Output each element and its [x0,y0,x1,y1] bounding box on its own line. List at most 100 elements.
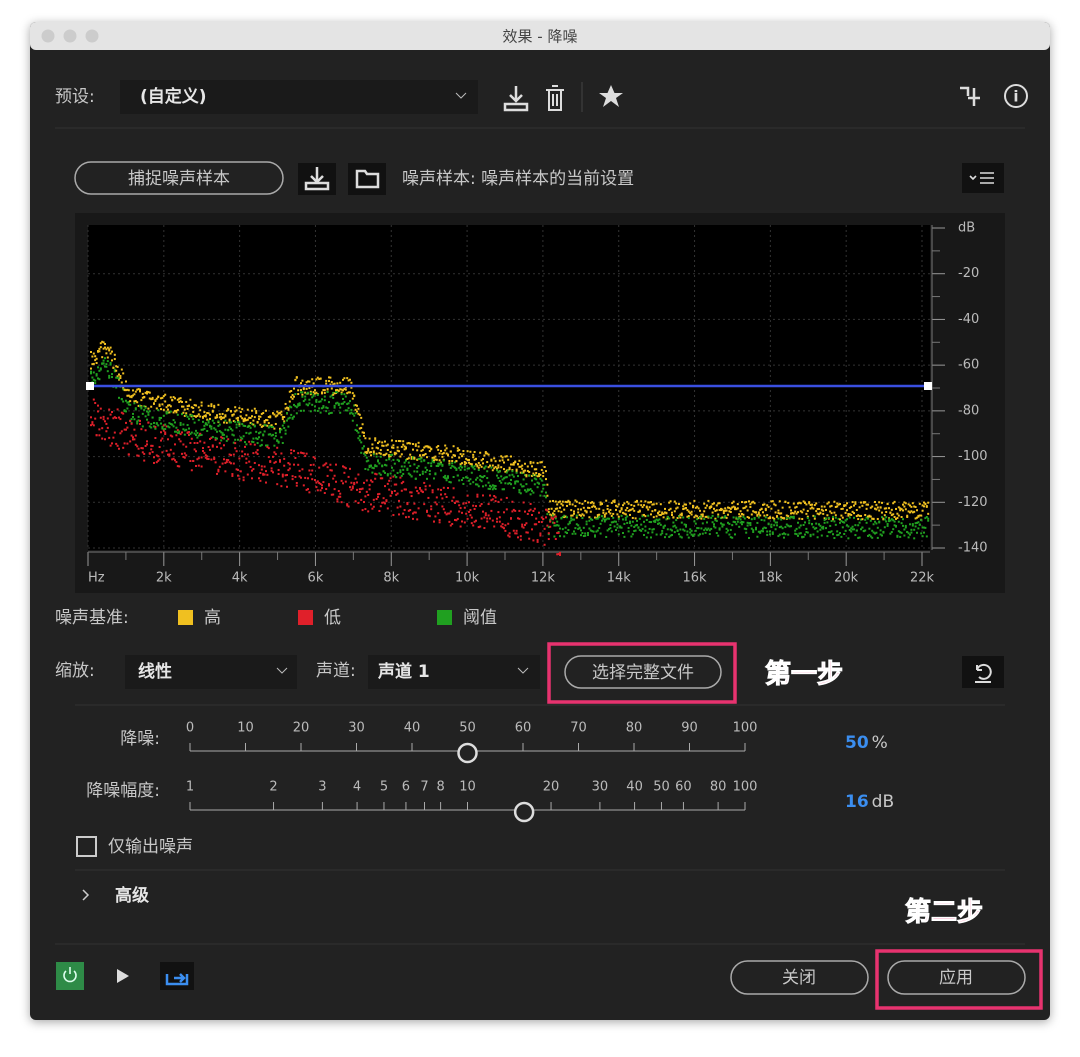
noise-dot [477,526,480,529]
noise-dot [371,447,374,450]
noise-dot [874,520,876,523]
noise-dot [728,510,731,513]
noise-dot [127,389,130,392]
noise-dot [462,502,465,505]
noise-dot [356,481,358,484]
noise-dot [764,527,767,530]
slider-tick-label: 100 [733,780,758,795]
noise-dot [473,465,476,468]
noise-dot [658,518,661,521]
capture-button-label: 捕捉噪声样本 [128,169,230,189]
noise-dot [713,525,715,528]
noise-dot [283,415,286,418]
noise-dot [388,455,391,458]
noise-dot [451,499,454,502]
noise-dot [160,431,162,434]
noise-dot [734,506,736,509]
channel-dropdown[interactable] [368,655,540,689]
noise-dot [297,404,300,407]
noise-dot [148,452,151,455]
noise-dot [794,510,797,513]
power-button[interactable] [56,962,84,990]
noise-dot [347,379,350,382]
checkbox[interactable] [76,836,97,857]
noise-dot [804,501,806,504]
channel-label: 声道: [316,661,356,681]
noise-dot [482,476,484,479]
noise-dot [862,501,865,504]
advanced-label[interactable]: 高级 [115,885,149,906]
scale-dropdown[interactable] [125,655,297,689]
noise-dot [883,526,886,529]
noise-dot [213,456,216,459]
noise-dot [225,435,228,438]
noise-dot [326,388,329,391]
noise-dot [99,407,102,410]
noise-dot [741,501,743,504]
noise-dot [542,487,545,490]
select-file-button[interactable] [564,655,722,689]
noise-dot [885,516,888,519]
sample-open-button[interactable] [348,163,386,195]
noise-dot [588,516,591,519]
close-dot[interactable] [41,29,55,43]
noise-dot [106,360,109,363]
noise-dot [836,534,839,537]
expand-icon[interactable] [82,889,90,901]
noise-dot [685,523,687,526]
apply-button[interactable] [887,960,1026,995]
loop-button[interactable] [160,962,194,990]
noise-dot [438,462,441,465]
noise-dot [332,391,335,394]
noise-dot [154,425,157,428]
route-icon[interactable] [960,86,980,106]
threshold-handle[interactable] [924,382,932,390]
play-button[interactable] [117,969,129,983]
noise-dot [651,510,654,513]
noise-dot [423,503,426,506]
noise-dot [742,521,745,524]
info-icon[interactable] [1004,84,1028,108]
noise-dot [741,513,743,516]
noise-dot [804,533,806,536]
noise-dot [420,489,423,492]
noise-dot [447,454,449,457]
noise-dot [486,517,489,520]
noise-dot [469,450,472,453]
delete-icon[interactable] [546,85,564,111]
slider-thumb[interactable] [457,742,478,764]
noise-dot [416,518,419,521]
noise-dot [704,515,707,518]
noise-dot [441,452,444,455]
noise-dot [631,516,634,519]
noise-dot [414,511,417,514]
reset-button[interactable] [962,656,1004,688]
noise-dot [287,425,290,428]
noise-dot [860,528,862,531]
favorite-icon[interactable] [599,85,623,107]
slider-tick-label: 40 [626,780,643,795]
capture-button[interactable] [74,161,284,195]
min-dot[interactable] [63,29,77,43]
noise-dot [909,533,911,536]
noise-dot [554,524,557,527]
save-icon[interactable] [503,86,529,112]
max-dot[interactable] [85,29,99,43]
graph-plot[interactable] [88,225,930,550]
noise-dot [864,529,867,532]
noise-dot [284,402,287,405]
preset-dropdown[interactable] [120,80,478,114]
noise-dot [823,519,826,522]
noise-dot [505,508,508,511]
noise-dot [301,452,304,455]
noise-dot [245,443,248,446]
noise-dot [356,410,358,413]
noise-dot [602,517,605,520]
threshold-handle[interactable] [86,382,94,390]
noise-dot [232,441,235,444]
noise-dot [598,527,601,530]
noise-dot [287,417,290,420]
close-button[interactable] [730,960,869,995]
noise-dot [867,534,869,537]
slider-thumb[interactable] [513,801,535,823]
